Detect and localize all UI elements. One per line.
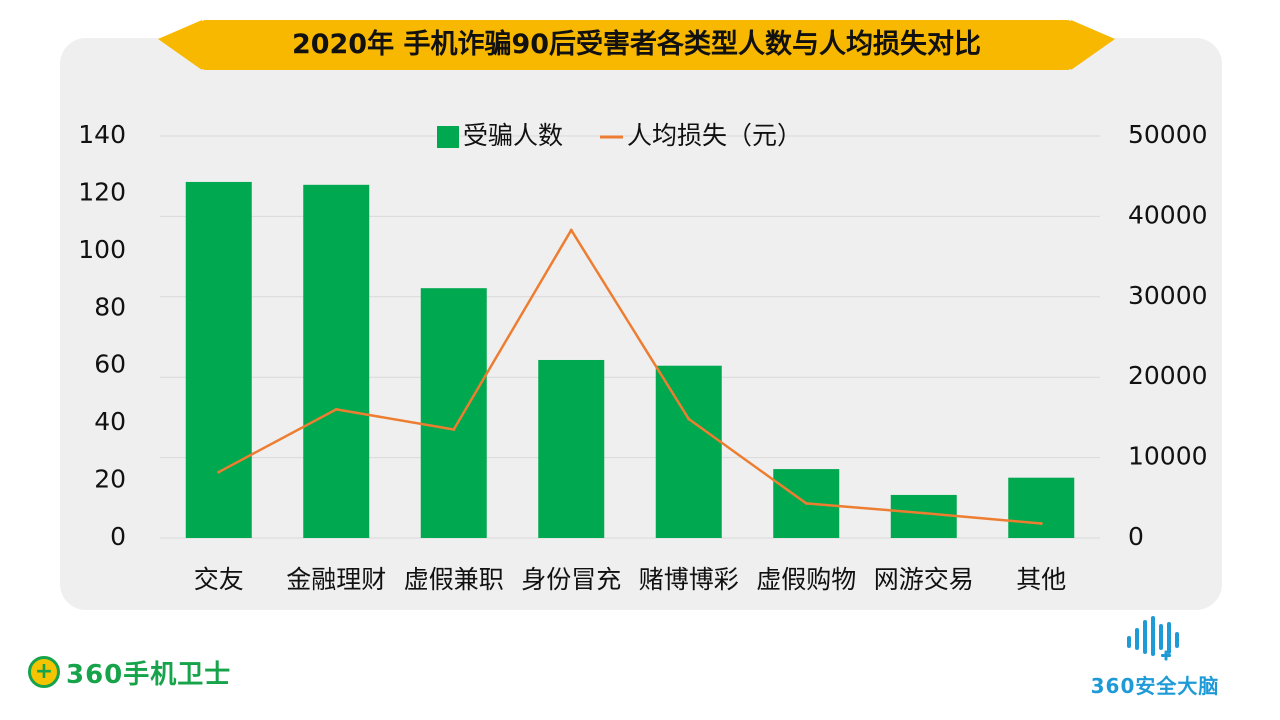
chart-title: 2020年 手机诈骗90后受害者各类型人数与人均损失对比 (291, 29, 982, 60)
y-left-tick-label: 60 (94, 350, 126, 379)
x-tick-label: 其他 (1016, 565, 1066, 594)
x-tick-label: 虚假兼职 (404, 565, 504, 594)
line-point-7 (922, 511, 926, 515)
bar-7 (890, 494, 957, 538)
y-right-tick-label: 0 (1128, 522, 1144, 551)
y-left-tick-label: 40 (94, 407, 126, 436)
line-point-1 (217, 470, 221, 474)
y-left-tick-label: 0 (110, 522, 126, 551)
x-tick-label: 金融理财 (286, 565, 386, 594)
legend-label-bar: 受骗人数 (463, 121, 563, 150)
legend-label-line: 人均损失（元） (627, 121, 802, 150)
x-tick-label: 身份冒充 (521, 565, 621, 594)
y-left-tick-label: 80 (94, 292, 126, 321)
y-right-tick-label: 40000 (1128, 200, 1208, 229)
bar-5 (655, 365, 722, 538)
y-right-tick-label: 30000 (1128, 281, 1208, 310)
line-point-2 (334, 407, 338, 411)
y-left-tick-label: 120 (78, 177, 126, 206)
bar-4 (538, 359, 605, 538)
logo-360-text: 360手机卫士 (66, 659, 232, 690)
legend-swatch-bar (437, 126, 459, 148)
title-ribbon: 2020年 手机诈骗90后受害者各类型人数与人均损失对比 (158, 20, 1115, 70)
line-point-5 (687, 417, 691, 421)
x-tick-label: 交友 (194, 565, 244, 594)
x-tick-label: 赌博博彩 (639, 565, 739, 594)
line-point-3 (452, 427, 456, 431)
line-point-4 (569, 228, 573, 232)
bar-2 (303, 184, 370, 539)
x-tick-label: 虚假购物 (756, 565, 856, 594)
y-right-tick-label: 50000 (1128, 120, 1208, 149)
x-tick-label: 网游交易 (874, 565, 974, 594)
bar-3 (420, 288, 487, 538)
y-left-tick-label: 20 (94, 465, 126, 494)
y-right-tick-label: 20000 (1128, 361, 1208, 390)
title-ribbon-shape (158, 20, 1115, 70)
brain-signal-icon (1127, 616, 1179, 661)
loss-line (218, 228, 1042, 525)
logo-brain-text: 360安全大脑 (1090, 674, 1220, 698)
y-left-tick-label: 140 (78, 120, 126, 149)
bar-1 (185, 181, 252, 538)
y-right-tick-label: 10000 (1128, 442, 1208, 471)
plus-shield-icon: + (28, 656, 60, 688)
line-point-8 (1039, 522, 1043, 526)
bar-8 (1008, 477, 1075, 538)
logo-360-brain: 360安全大脑 (1075, 614, 1235, 698)
logo-360-mobile-guard: + 360手机卫士 (28, 652, 231, 692)
y-left-tick-label: 100 (78, 235, 126, 264)
line-point-6 (804, 501, 808, 505)
